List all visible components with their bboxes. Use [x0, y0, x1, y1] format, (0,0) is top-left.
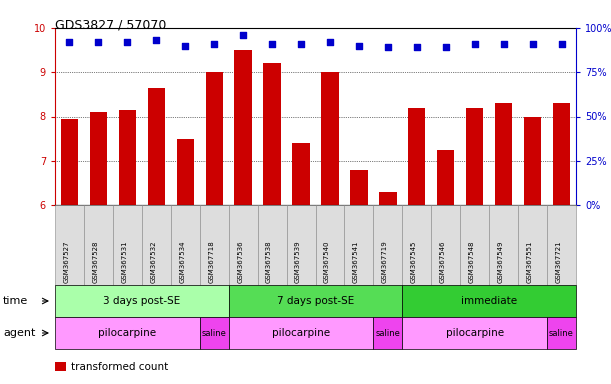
Point — [325, 39, 335, 45]
Text: GSM367532: GSM367532 — [150, 240, 156, 283]
Bar — [408, 108, 425, 205]
Bar — [90, 112, 107, 205]
Bar — [495, 103, 512, 205]
Text: time: time — [3, 296, 28, 306]
Bar — [263, 63, 281, 205]
Bar — [350, 170, 368, 205]
Point — [528, 41, 538, 47]
Bar — [321, 72, 338, 205]
Point — [412, 45, 422, 51]
Bar — [148, 88, 165, 205]
Text: GSM367538: GSM367538 — [266, 240, 272, 283]
Text: agent: agent — [3, 328, 35, 338]
Point — [557, 41, 566, 47]
Text: GSM367721: GSM367721 — [555, 240, 562, 283]
Point — [441, 45, 451, 51]
Bar — [292, 143, 310, 205]
Point — [296, 41, 306, 47]
Text: GSM367541: GSM367541 — [353, 240, 359, 283]
Point — [499, 41, 508, 47]
Text: GSM367546: GSM367546 — [440, 240, 446, 283]
Text: GSM367718: GSM367718 — [208, 240, 214, 283]
Point — [383, 45, 393, 51]
Text: GSM367539: GSM367539 — [295, 240, 301, 283]
Bar — [466, 108, 483, 205]
Text: saline: saline — [202, 328, 227, 338]
Text: saline: saline — [375, 328, 400, 338]
Text: GSM367545: GSM367545 — [411, 241, 417, 283]
Text: pilocarpine: pilocarpine — [98, 328, 156, 338]
Text: GSM367528: GSM367528 — [92, 240, 98, 283]
Text: immediate: immediate — [461, 296, 518, 306]
Text: GSM367719: GSM367719 — [382, 240, 388, 283]
Bar — [177, 139, 194, 205]
Text: GDS3827 / 57070: GDS3827 / 57070 — [55, 18, 166, 31]
Text: GSM367527: GSM367527 — [64, 240, 70, 283]
Text: saline: saline — [549, 328, 574, 338]
Point — [210, 41, 219, 47]
Bar — [437, 150, 455, 205]
Text: GSM367534: GSM367534 — [179, 240, 185, 283]
Bar — [553, 103, 570, 205]
Bar — [119, 110, 136, 205]
Text: pilocarpine: pilocarpine — [445, 328, 503, 338]
Point — [93, 39, 103, 45]
Text: GSM367548: GSM367548 — [469, 240, 475, 283]
Bar — [235, 50, 252, 205]
Bar — [379, 192, 397, 205]
Point — [354, 43, 364, 49]
Point — [180, 43, 190, 49]
Text: GSM367531: GSM367531 — [122, 240, 127, 283]
Point — [152, 37, 161, 43]
Text: pilocarpine: pilocarpine — [272, 328, 330, 338]
Point — [267, 41, 277, 47]
Point — [65, 39, 75, 45]
Point — [122, 39, 132, 45]
Text: GSM367549: GSM367549 — [497, 240, 503, 283]
Point — [470, 41, 480, 47]
Text: 7 days post-SE: 7 days post-SE — [277, 296, 354, 306]
Text: 3 days post-SE: 3 days post-SE — [103, 296, 180, 306]
Text: transformed count: transformed count — [71, 361, 168, 371]
Bar — [524, 116, 541, 205]
Bar — [205, 72, 223, 205]
Text: GSM367540: GSM367540 — [324, 240, 330, 283]
Text: GSM367536: GSM367536 — [237, 240, 243, 283]
Point — [238, 32, 248, 38]
Bar — [60, 119, 78, 205]
Text: GSM367551: GSM367551 — [527, 240, 533, 283]
